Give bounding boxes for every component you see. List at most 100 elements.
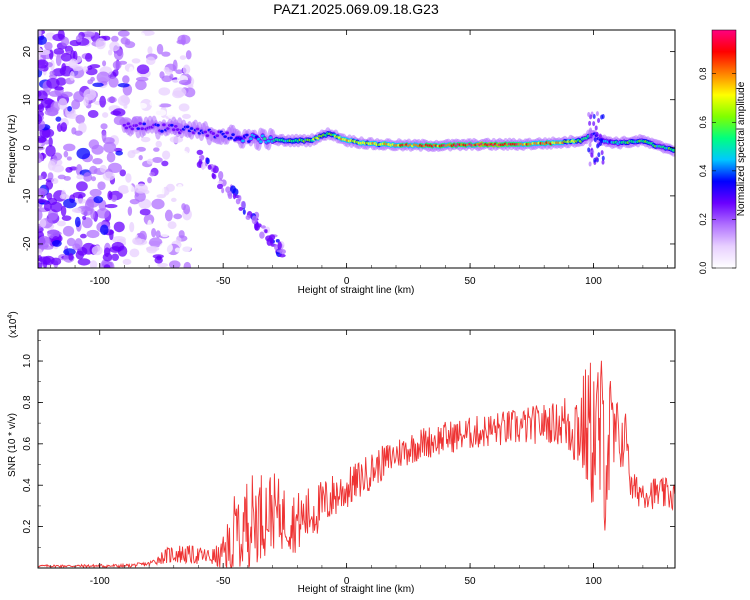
spectrogram-blob xyxy=(147,176,152,184)
spectrogram-blob xyxy=(48,49,54,60)
spectrogram-blob xyxy=(180,242,192,253)
spectrogram-blob xyxy=(74,198,87,204)
spectrogram-blob xyxy=(102,60,107,67)
spectrogram-blob xyxy=(109,41,120,52)
spectrogram-blob xyxy=(83,88,97,101)
spectrogram-blob xyxy=(279,248,286,255)
colorbar-tick-label: 0.4 xyxy=(698,165,708,178)
spectrogram-blob xyxy=(102,252,113,262)
spectrogram-blob xyxy=(63,198,77,209)
spectrogram-ylabel: Frequency (Hz) xyxy=(7,115,18,184)
spectrogram-blob xyxy=(134,124,139,127)
spectrogram-blob xyxy=(245,133,249,137)
spectrogram-blob xyxy=(171,128,176,132)
spectrogram-blob xyxy=(151,228,157,238)
spectrogram-blob xyxy=(159,71,165,79)
spectrogram-blob xyxy=(195,127,200,131)
spectrogram-blob xyxy=(175,128,180,132)
spectrogram-blob xyxy=(148,35,154,44)
spectrogram-blob xyxy=(69,70,75,81)
spectrogram-blob xyxy=(147,219,152,230)
spectrogram-blob xyxy=(200,154,205,161)
spectrogram-blob xyxy=(71,99,81,110)
spectrogram-blob xyxy=(173,213,183,220)
spectrogram-blob xyxy=(61,36,70,47)
spectrogram-blob xyxy=(137,32,146,39)
spectrogram-blob xyxy=(238,206,244,211)
spectrogram-blob xyxy=(38,175,44,181)
spectrogram-blob xyxy=(166,127,170,130)
spectrogram-blob xyxy=(38,59,49,69)
spectrogram-blob xyxy=(136,127,141,131)
spectrogram-blob xyxy=(185,125,190,129)
spectrogram-blob xyxy=(184,87,196,98)
spectrogram-blob xyxy=(92,82,104,87)
spectrogram-blob xyxy=(61,91,73,98)
spectrogram-blob xyxy=(76,181,88,192)
spectrogram-blob xyxy=(43,201,52,212)
spectrogram-blob xyxy=(92,158,103,165)
spectrogram-blob xyxy=(48,158,63,167)
spectrogram-blob xyxy=(75,34,83,43)
spectrogram-blob xyxy=(165,183,175,192)
spectrogram-blob xyxy=(588,120,592,126)
spectrogram-blob xyxy=(151,198,165,210)
spectrogram-blob xyxy=(130,127,135,131)
spectrogram-blob xyxy=(118,185,130,194)
spectrogram-blob xyxy=(68,58,78,69)
spectrogram-blob xyxy=(139,208,151,216)
spectrogram-blob xyxy=(107,96,117,103)
colorbar-label: Normalized spectral amplitude xyxy=(736,81,747,216)
spectrogram-blob xyxy=(174,247,181,253)
spectrogram-blob xyxy=(100,123,108,130)
spectrogram-blob xyxy=(60,52,72,62)
spectrogram-blob xyxy=(203,130,208,134)
spectrogram-blob xyxy=(160,185,165,197)
spectrogram-blob xyxy=(48,137,53,147)
y-tick-label: 0.2 xyxy=(22,519,33,533)
spectrogram-blob xyxy=(49,70,55,76)
spectrogram-blob xyxy=(110,194,118,202)
spectrogram-blob xyxy=(87,198,96,204)
spectrogram-blob xyxy=(57,98,68,110)
spectrogram-blob xyxy=(269,237,274,245)
spectrogram-blob xyxy=(38,235,51,248)
spectrogram-blob xyxy=(596,143,600,149)
y-tick-label: -10 xyxy=(22,188,33,203)
spectrogram-blob xyxy=(64,45,74,54)
svg-text:(x104): (x104) xyxy=(7,311,19,338)
spectrogram-blob xyxy=(122,75,130,84)
spectrogram-blob xyxy=(76,147,91,160)
spectrogram-blob xyxy=(592,113,596,119)
spectrogram-blob xyxy=(65,166,73,173)
spectrogram-blob xyxy=(587,147,591,153)
spectrogram-blob xyxy=(102,171,115,181)
spectrogram-blob xyxy=(152,156,163,163)
spectrogram-blob xyxy=(258,140,263,144)
spectrogram-blob xyxy=(38,145,45,151)
spectrogram-blob xyxy=(158,103,172,108)
spectrogram-blob xyxy=(96,71,111,84)
spectrogram-blob xyxy=(91,176,97,182)
spectrogram-blob xyxy=(149,171,156,177)
spectrogram-blob xyxy=(238,195,242,202)
spectrogram-blob xyxy=(44,109,59,116)
colorbar-tick-label: 0.2 xyxy=(698,213,708,226)
spectrogram-blob xyxy=(181,203,186,211)
spectrogram-blob xyxy=(275,238,280,243)
spectrogram-blob xyxy=(61,215,72,221)
spectrogram-blob xyxy=(119,169,126,177)
colorbar-tick-label: 0.8 xyxy=(698,67,708,80)
spectrogram-blob xyxy=(50,201,63,213)
spectrogram-blob xyxy=(240,200,246,209)
spectrogram-blob xyxy=(157,262,169,268)
spectrogram-blob xyxy=(217,180,223,185)
spectrogram-blob xyxy=(82,215,87,220)
spectrogram-blob xyxy=(104,203,118,209)
spectrogram-blob xyxy=(170,123,174,127)
spectrogram-blob xyxy=(254,223,260,231)
spectrogram-blob xyxy=(189,127,194,130)
y-tick-label: 0.4 xyxy=(22,478,33,492)
